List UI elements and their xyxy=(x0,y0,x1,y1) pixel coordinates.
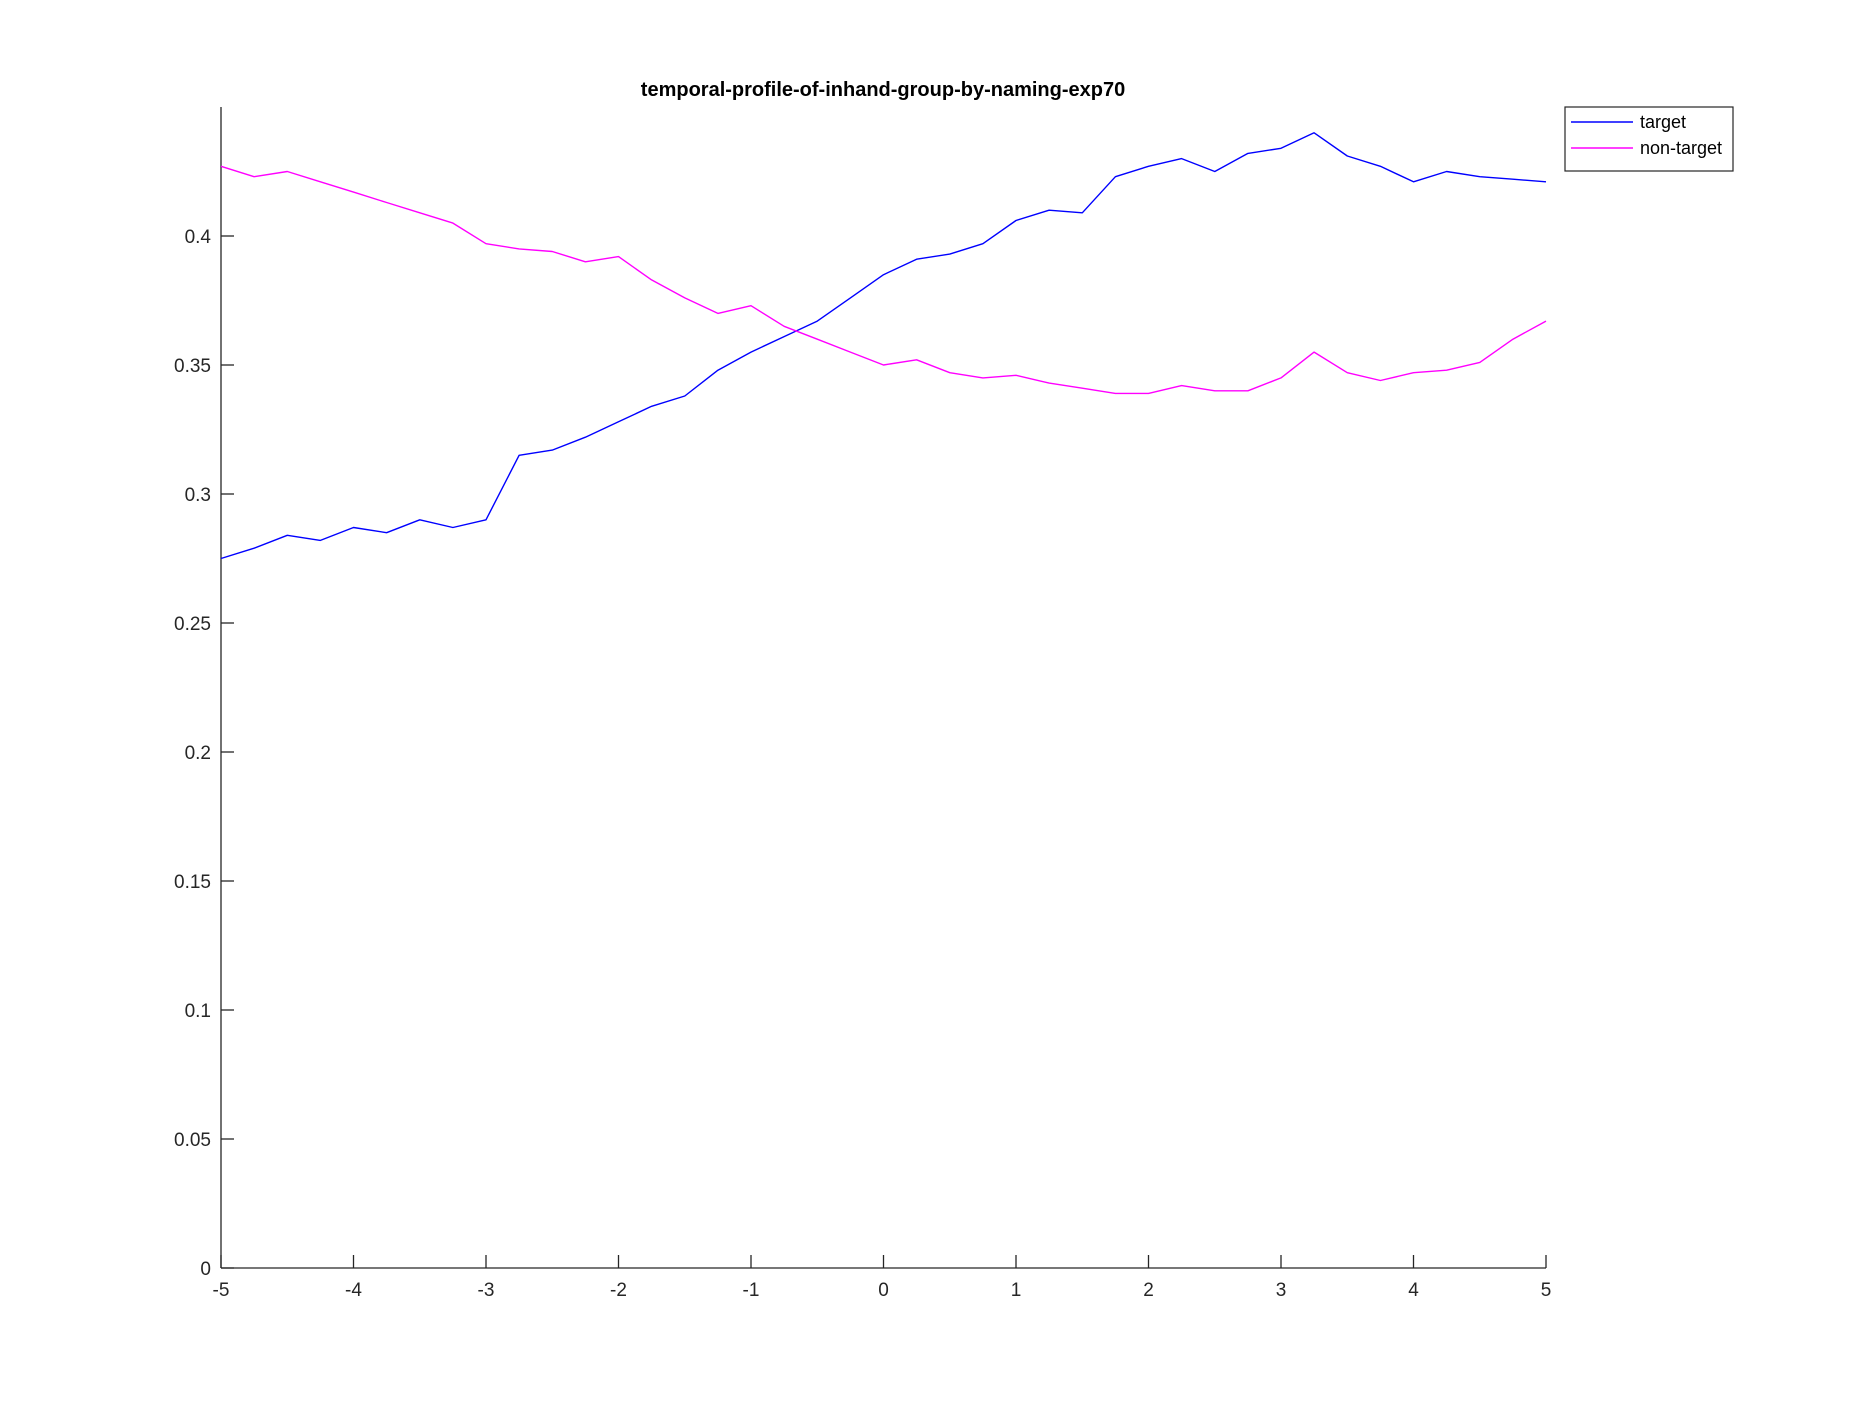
x-tick-label: 5 xyxy=(1541,1280,1552,1301)
y-tick-label: 0.1 xyxy=(185,1001,211,1022)
chart-title: temporal-profile-of-inhand-group-by-nami… xyxy=(641,79,1125,101)
x-tick-label: -3 xyxy=(478,1280,495,1301)
series-line-target xyxy=(220,132,1547,560)
y-tick-label: 0.2 xyxy=(185,743,211,764)
y-tick-label: 0.25 xyxy=(174,614,211,635)
y-tick-label: 0.15 xyxy=(174,872,211,893)
x-tick-label: -2 xyxy=(610,1280,627,1301)
legend-label-non-target: non-target xyxy=(1640,138,1722,158)
legend-box xyxy=(1564,106,1734,172)
y-tick-label: 0.05 xyxy=(174,1130,211,1151)
x-tick-label: -1 xyxy=(743,1280,760,1301)
x-tick-label: -5 xyxy=(213,1280,230,1301)
x-tick-label: -4 xyxy=(345,1280,362,1301)
x-tick-label: 2 xyxy=(1143,1280,1154,1301)
x-tick-label: 0 xyxy=(878,1280,889,1301)
x-tick-label: 3 xyxy=(1276,1280,1287,1301)
legend: target non-target xyxy=(1564,106,1734,172)
y-tick-label: 0 xyxy=(200,1259,211,1280)
series-line-non-target xyxy=(220,165,1547,395)
axes: -5 -4 -3 -2 -1 0 1 2 3 4 5 0 0.05 0.1 0.15 0.2 0.25 0.3 0.… xyxy=(174,107,1551,1301)
plot-lines xyxy=(220,132,1547,560)
y-tick-label: 0.4 xyxy=(185,227,212,248)
y-tick-label: 0.3 xyxy=(185,485,211,506)
x-tick-label: 1 xyxy=(1011,1280,1022,1301)
legend-label-target: target xyxy=(1640,112,1686,132)
x-tick-label: 4 xyxy=(1408,1280,1419,1301)
y-tick-label: 0.35 xyxy=(174,356,211,377)
